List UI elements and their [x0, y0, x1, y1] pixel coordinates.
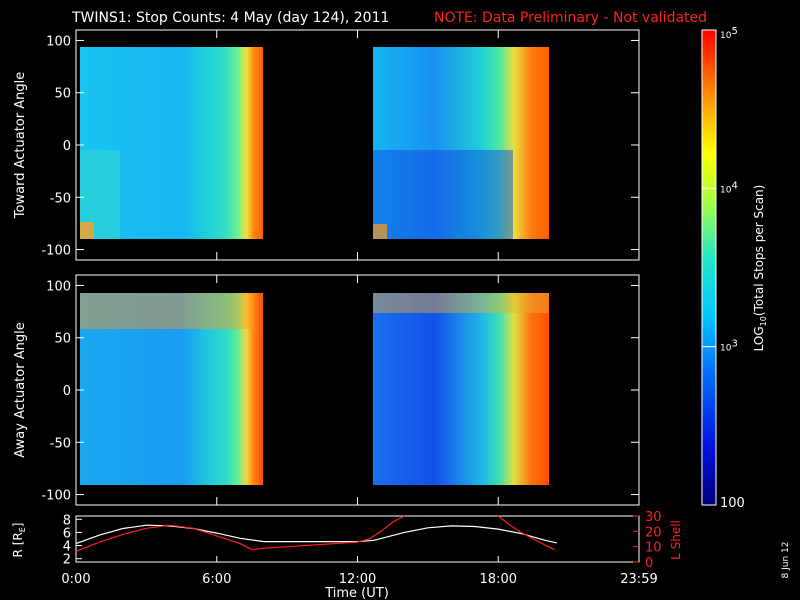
toward-ytick-label: -50 — [50, 191, 71, 206]
toward-ytick-label: -100 — [41, 244, 71, 259]
radius-line — [75, 524, 558, 545]
lshell-tick-label: 0 — [645, 556, 653, 571]
toward-segment-2-lowangle — [373, 150, 513, 239]
away-segment-1-highangle — [80, 293, 255, 329]
time-tick-label: 23:59 — [620, 572, 657, 587]
time-tick-label: 18:00 — [480, 572, 517, 587]
colorbar-label-end: (Total Stops per Scan) — [752, 185, 766, 316]
away-ytick-label: -100 — [41, 489, 71, 504]
time-axis-label: Time (UT) — [324, 586, 389, 600]
radius-tick-label: 2 — [63, 553, 71, 568]
colorbar-label-main: LOG — [752, 326, 766, 351]
colorbar-label-sub: 10 — [759, 316, 768, 326]
toward-ytick-label: 100 — [46, 34, 71, 49]
radius-label-main: R [R — [11, 532, 25, 557]
toward-y-label: Toward Actuator Angle — [13, 72, 28, 219]
colorbar-tick-base: 100 — [720, 496, 745, 511]
away-panel: 100 50 0 -50 -100 Away Actuator Angle — [13, 274, 640, 506]
lshell-line — [75, 515, 405, 552]
away-heatmap — [80, 293, 549, 485]
orbit-frame — [75, 515, 640, 563]
away-ytick-label: 50 — [54, 332, 71, 347]
colorbar-tick-exponent: 3 — [731, 339, 737, 350]
colorbar-tick-label: 100 — [720, 496, 745, 511]
preliminary-note: NOTE: Data Preliminary - Not validated — [434, 10, 707, 26]
toward-segment-1-corner — [80, 222, 94, 239]
lshell-tick-label: 10 — [645, 541, 662, 556]
colorbar-tick-base: 10 — [720, 31, 732, 41]
colorbar-tick-exponent: 4 — [731, 180, 737, 191]
toward-ytick-label: 50 — [54, 87, 71, 102]
radius-label-sub: E — [18, 527, 27, 532]
colorbar-tick-base: 10 — [720, 185, 732, 195]
colorbar-tick-label: 105 — [720, 26, 738, 41]
colorbar-tick-exponent: 5 — [731, 26, 737, 37]
toward-panel: 100 50 0 -50 -100 Toward Actuator Angle — [13, 29, 640, 261]
time-tick-label: 0:00 — [61, 572, 90, 587]
radius-label-end: ] — [11, 523, 25, 528]
away-ytick-label: -50 — [50, 436, 71, 451]
toward-ytick-label: 0 — [63, 139, 71, 154]
colorbar-gradient — [702, 30, 716, 505]
radius-tick-label: 6 — [63, 526, 71, 541]
away-ticks: 100 50 0 -50 -100 — [41, 275, 640, 505]
time-tick-label: 12:00 — [339, 572, 376, 587]
date-stamp: 8 Jun 12 — [781, 542, 791, 579]
lshell-axis-label: L Shell — [669, 520, 683, 560]
toward-segment-2-corner — [373, 224, 387, 239]
time-tick-label: 6:00 — [202, 572, 231, 587]
colorbar-label: LOG10(Total Stops per Scan) — [752, 185, 768, 352]
away-ytick-label: 100 — [46, 279, 71, 294]
away-segment-1 — [80, 293, 263, 485]
away-y-label: Away Actuator Angle — [13, 322, 28, 457]
toward-segment-2 — [373, 47, 549, 239]
figure-title: TWINS1: Stop Counts: 4 May (day 124), 20… — [71, 10, 389, 26]
away-segment-2 — [373, 293, 549, 485]
colorbar-tick-label: 103 — [720, 339, 738, 354]
away-segment-2-highangle — [373, 293, 549, 313]
lshell-tick-label: 20 — [645, 525, 662, 540]
lshell-line-2 — [497, 515, 555, 551]
radius-tick-label: 8 — [63, 513, 71, 528]
colorbar-tick-base: 10 — [720, 344, 732, 354]
radius-axis-label: R [RE] — [11, 523, 27, 558]
colorbar-tick-label: 104 — [720, 180, 738, 195]
toward-heatmap — [80, 47, 549, 239]
toward-ticks: 100 50 0 -50 -100 — [41, 30, 640, 260]
away-ytick-label: 0 — [63, 384, 71, 399]
lshell-tick-label: 30 — [645, 510, 662, 525]
radius-tick-label: 4 — [63, 540, 71, 555]
